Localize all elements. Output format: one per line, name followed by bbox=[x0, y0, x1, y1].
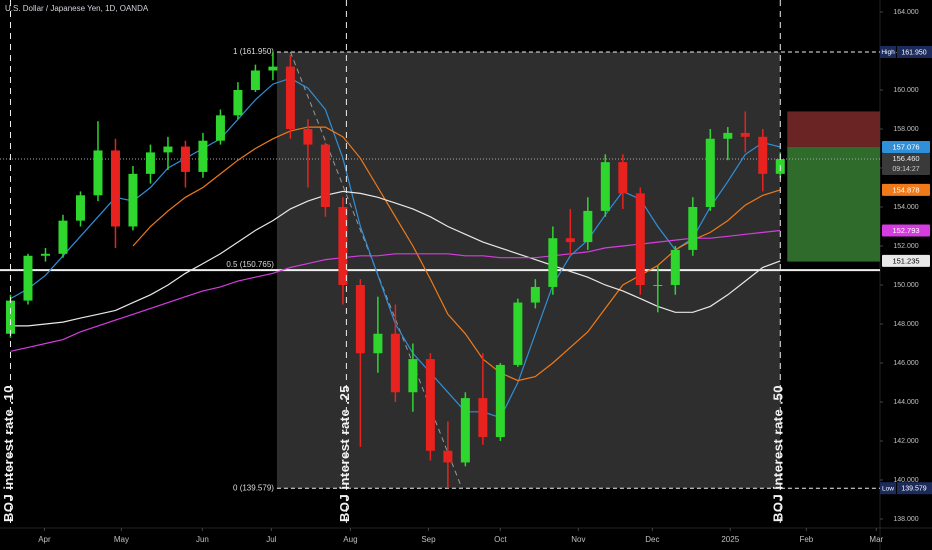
candle-body bbox=[530, 286, 540, 303]
stop-zone bbox=[787, 111, 880, 147]
candle-body bbox=[5, 300, 15, 334]
candle-body bbox=[128, 173, 138, 227]
candle-body bbox=[75, 195, 85, 221]
candle-body bbox=[110, 150, 120, 227]
y-tick-label: 152.000 bbox=[893, 243, 918, 250]
candle-body bbox=[338, 207, 348, 285]
moving-average bbox=[10, 190, 781, 327]
x-tick-label: Aug bbox=[343, 535, 357, 544]
candle-body bbox=[723, 132, 733, 139]
candle-body bbox=[758, 136, 768, 174]
candle-body bbox=[355, 285, 365, 354]
candle-body bbox=[180, 146, 190, 172]
x-tick-label: Sep bbox=[421, 535, 436, 544]
y-tick-label: 146.000 bbox=[893, 360, 918, 367]
candle-body bbox=[145, 152, 155, 174]
x-tick-label: May bbox=[114, 535, 129, 544]
low-tag bbox=[880, 482, 896, 495]
event-label: BOJ interest rate .25 bbox=[337, 385, 352, 522]
x-tick-label: Nov bbox=[571, 535, 585, 544]
candle-body bbox=[478, 398, 488, 438]
y-tick-label: 150.000 bbox=[893, 282, 918, 289]
fib-label: 0 (139.579) bbox=[233, 483, 274, 492]
ma-badge bbox=[882, 141, 930, 154]
chart-title: U.S. Dollar / Japanese Yen, 1D, OANDA bbox=[5, 4, 149, 13]
candle-body bbox=[390, 333, 400, 393]
candle-body bbox=[250, 70, 260, 90]
candle-body bbox=[513, 302, 523, 365]
last-price-badge bbox=[882, 153, 930, 176]
candle-body bbox=[583, 210, 593, 243]
candle-body bbox=[740, 132, 750, 137]
candle-body bbox=[233, 90, 243, 116]
high-tag-label: High bbox=[881, 49, 895, 56]
candle-body bbox=[460, 398, 470, 463]
ma-badge bbox=[882, 183, 930, 196]
candle-body bbox=[425, 359, 435, 451]
candle-body bbox=[40, 253, 50, 256]
moving-average bbox=[10, 229, 781, 352]
candle-body bbox=[618, 162, 628, 194]
y-tick-label: 140.000 bbox=[893, 477, 918, 484]
candle-body bbox=[600, 162, 610, 211]
event-label: BOJ interest rate .10 bbox=[1, 385, 16, 522]
y-tick-label: 154.000 bbox=[893, 204, 918, 211]
candle-body bbox=[653, 285, 663, 286]
y-tick-label: 144.000 bbox=[893, 399, 918, 406]
y-tick-label: 148.000 bbox=[893, 321, 918, 328]
candle-body bbox=[163, 146, 173, 153]
candle-body bbox=[705, 138, 715, 207]
y-tick-label: 138.000 bbox=[893, 516, 918, 523]
x-tick-label: Jun bbox=[196, 535, 209, 544]
target-zone bbox=[787, 146, 880, 262]
high-badge-label: 161.950 bbox=[901, 49, 926, 56]
candle-body bbox=[443, 450, 453, 463]
candle-body bbox=[198, 140, 208, 172]
candle-body bbox=[548, 238, 558, 287]
candle-body bbox=[268, 66, 278, 71]
candle-body bbox=[565, 238, 575, 243]
ma-badge-label: 152.793 bbox=[892, 226, 919, 235]
x-tick-label: Dec bbox=[645, 535, 659, 544]
candle-body bbox=[215, 115, 225, 141]
ma-badge-label: 157.076 bbox=[892, 143, 919, 152]
candle-body bbox=[93, 150, 103, 196]
x-tick-label: 2025 bbox=[721, 535, 739, 544]
candle-body bbox=[285, 66, 295, 129]
low-badge-label: 139.579 bbox=[901, 486, 926, 493]
event-label: BOJ interest rate .50 bbox=[771, 385, 786, 522]
candle-body bbox=[670, 249, 680, 285]
y-tick-label: 142.000 bbox=[893, 438, 918, 445]
candle-body bbox=[495, 364, 505, 438]
candle-body bbox=[635, 193, 645, 285]
last-price-label: 156.460 bbox=[892, 154, 919, 163]
candle-body bbox=[23, 255, 33, 301]
x-tick-label: Apr bbox=[38, 535, 51, 544]
y-tick-label: 160.000 bbox=[893, 87, 918, 94]
x-tick-label: Mar bbox=[869, 535, 883, 544]
high-badge bbox=[897, 45, 932, 58]
fib-label: 1 (161.950) bbox=[233, 47, 274, 56]
y-tick-label: 164.000 bbox=[893, 9, 918, 16]
x-tick-label: Feb bbox=[799, 535, 813, 544]
ma-badge-label: 154.878 bbox=[892, 185, 919, 194]
candle-body bbox=[320, 144, 330, 207]
candle-body bbox=[408, 359, 418, 393]
candle-body bbox=[58, 220, 68, 254]
high-tag bbox=[880, 45, 896, 58]
candle-body bbox=[688, 207, 698, 250]
low-badge bbox=[897, 482, 932, 495]
ma-badge bbox=[882, 254, 930, 267]
low-tag-label: Low bbox=[882, 485, 894, 492]
x-tick-label: Oct bbox=[494, 535, 507, 544]
ma-badge-label: 151.235 bbox=[892, 256, 919, 265]
y-tick-label: 158.000 bbox=[893, 126, 918, 133]
countdown-label: 09:14:27 bbox=[892, 166, 919, 173]
fib-label: 0.5 (150.765) bbox=[226, 260, 274, 269]
ma-badge bbox=[882, 224, 930, 237]
candle-body bbox=[303, 129, 313, 145]
candle-body bbox=[373, 333, 383, 354]
x-tick-label: Jul bbox=[266, 535, 276, 544]
